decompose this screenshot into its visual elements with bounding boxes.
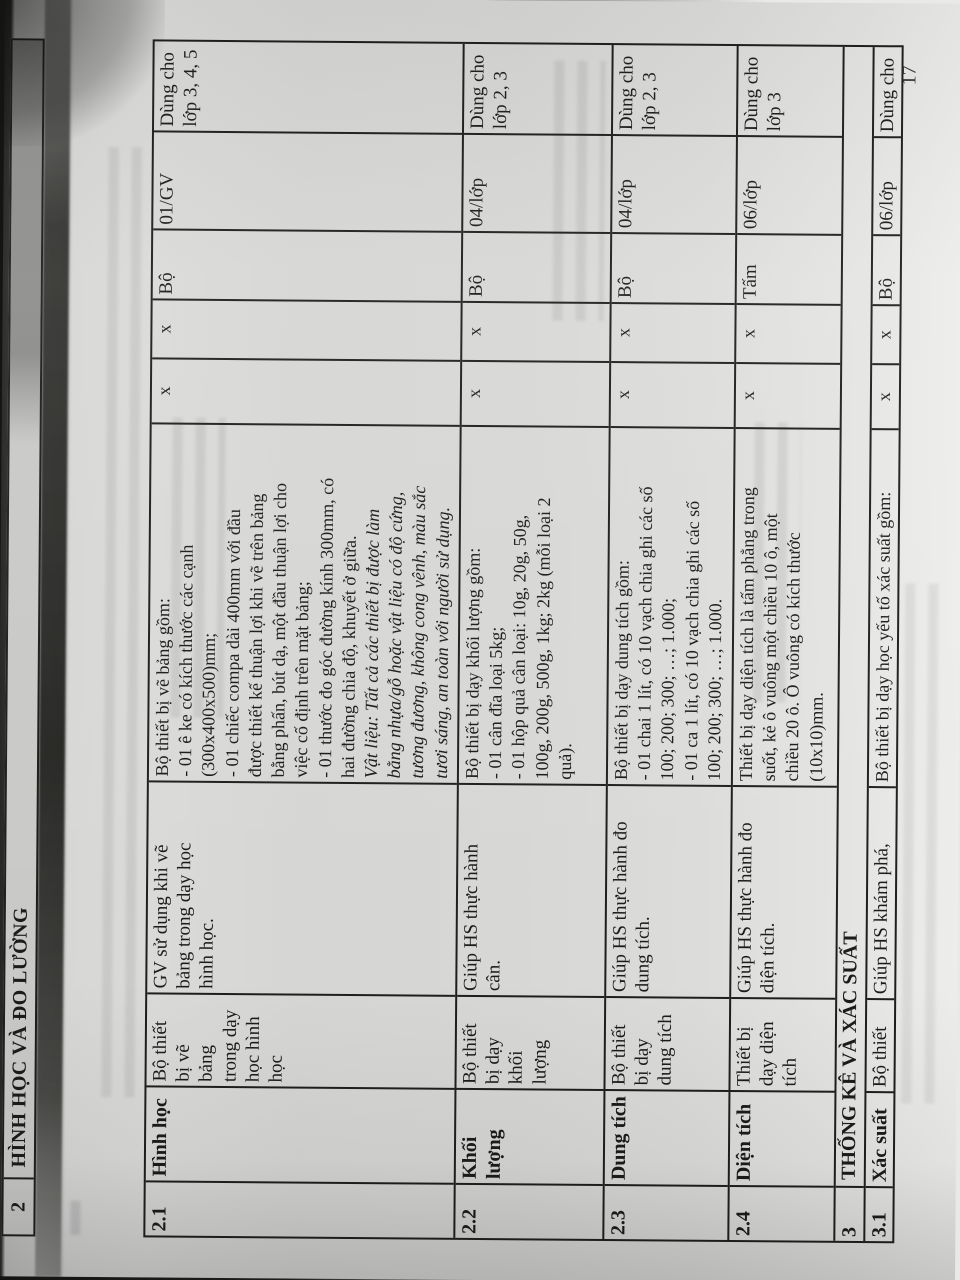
cell-purpose: Giúp HS thực hành cân.: [457, 782, 606, 996]
cell-stt: 2.2: [455, 1182, 603, 1239]
cell-quantity: 06/lớp: [737, 135, 842, 234]
cell-stt: 2.4: [729, 1184, 834, 1241]
cell-note: Dùng cho: [877, 57, 899, 133]
section-2-number: 2: [3, 1177, 34, 1235]
description-text: Bộ thiết bị vẽ bảng gồm: - 01 ê ke có kí…: [151, 477, 360, 779]
table-row: 2.4 Diện tích Thiết bị dạy diện tích Giú…: [729, 46, 845, 1241]
cell-device-name: Bộ thiết: [866, 998, 895, 1092]
cell-description: Bộ thiết bị vẽ bảng gồm: - 01 ê ke có kí…: [148, 422, 460, 783]
cell-quantity: 04/lớp: [463, 132, 611, 233]
cell-topic: Hình học: [145, 1085, 455, 1183]
cell-note: Dùng cho lớp 3, 4, 5: [157, 49, 202, 127]
table-row: 2.1 Hình học Bộ thiết bị vẽ bảng trong d…: [145, 41, 465, 1238]
equipment-table: 2.1 Hình học Bộ thiết bị vẽ bảng trong d…: [143, 39, 904, 1244]
cell-device-name: Thiết bị dạy diện tích: [730, 996, 836, 1091]
cell-device-name: Bộ thiết bị dạy dung tích: [605, 996, 730, 1090]
cell-gv-mark: x: [610, 361, 735, 427]
cell-topic: Xác suất: [865, 1091, 894, 1187]
cell-gv-mark: x: [871, 363, 900, 429]
bleedthrough-ghost: [96, 147, 150, 1098]
cell-unit: Bộ: [152, 228, 462, 301]
cell-note: Dùng cho lớp 2, 3: [616, 55, 661, 131]
material-note: Vật liệu: Tất cả các thiết bị được làm b…: [360, 485, 453, 779]
cell-stt: 2.3: [604, 1183, 728, 1240]
cell-note: Dùng cho lớp 2, 3: [467, 54, 512, 130]
cell-purpose: Giúp HS khám phá,: [867, 786, 896, 999]
cell-description: Bộ thiết bị dạy học yếu tố xác suất gồm:: [868, 428, 899, 787]
cell-quantity: 04/lớp: [612, 134, 736, 233]
cell-hs-mark: x: [736, 303, 841, 363]
cell-description: Thiết bị dạy diện tích là tấm phẳng tron…: [732, 427, 840, 786]
cell-hs-mark: x: [611, 302, 735, 362]
cell-purpose: GV sử dụng khi vẽ bảng trong dạy học hìn…: [147, 780, 457, 995]
cell-device-name: Bộ thiết bị vẽ bảng trong dạy học hình h…: [146, 992, 456, 1088]
section-3-number: 3: [835, 1185, 864, 1242]
cell-purpose: Giúp HS thực hành đo diện tích.: [731, 784, 837, 998]
cell-gv-mark: x: [151, 357, 461, 425]
cell-unit: Bộ: [611, 232, 736, 303]
cell-topic: Dung tích: [604, 1088, 729, 1185]
cell-stt: 3.1: [865, 1186, 893, 1242]
bleedthrough-ghost: [65, 1200, 92, 1235]
cell-topic: Khối lượng: [455, 1087, 604, 1184]
cell-quantity: 06/lớp: [873, 136, 901, 235]
cell-hs-mark: x: [462, 300, 610, 362]
cell-quantity: 01/GV: [153, 130, 462, 231]
cell-description: Bộ thiết bị dạy dung tích gồm: - 01 chai…: [607, 426, 734, 785]
cell-note: Dùng cho lớp 3: [741, 56, 786, 132]
cell-hs-mark: x: [872, 304, 900, 364]
cell-unit: Bộ: [462, 230, 611, 303]
cell-hs-mark: x: [152, 298, 461, 360]
cell-gv-mark: x: [461, 359, 610, 427]
table-row: 2.3 Dung tích Bộ thiết bị dạy dung tích …: [604, 45, 739, 1240]
bleedthrough-ghost: [896, 583, 941, 1104]
table-row: 2.2 Khối lượng Bộ thiết bị dạy khối lượn…: [455, 43, 614, 1239]
cell-purpose: Giúp HS thực hành đo dung tích.: [606, 784, 731, 997]
page-number: 17: [898, 65, 921, 86]
cell-unit: Bộ: [872, 234, 901, 305]
cell-description: Bộ thiết bị dạy khối lượng gồm: - 01 cân…: [458, 424, 609, 784]
cell-topic: Diện tích: [729, 1089, 835, 1186]
cell-stt: 2.1: [145, 1180, 454, 1238]
cell-gv-mark: x: [735, 362, 841, 428]
cell-unit: Tấm: [736, 233, 842, 304]
cell-device-name: Bộ thiết bị dạy khối lượng: [456, 994, 605, 1089]
